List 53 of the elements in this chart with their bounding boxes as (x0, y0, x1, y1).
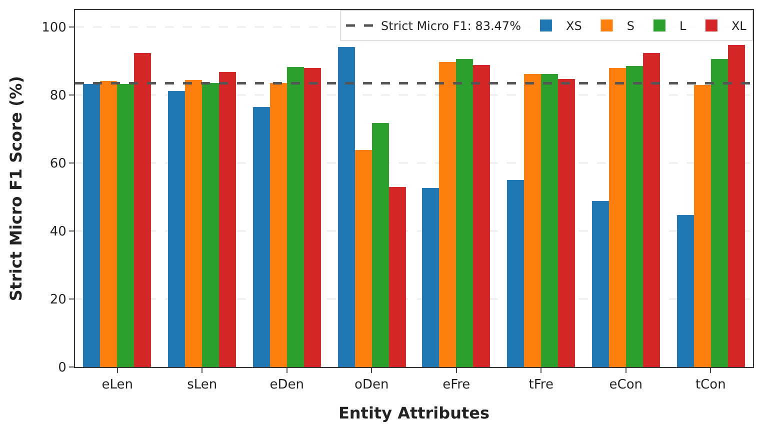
bar (507, 180, 524, 367)
bar (185, 80, 202, 367)
bar (677, 215, 694, 367)
legend-label: S (626, 19, 634, 34)
x-tick-label: eFre (442, 378, 470, 393)
bar (304, 68, 321, 367)
legend-label: L (679, 19, 686, 34)
bar (202, 83, 219, 367)
bar (134, 53, 151, 367)
bar (117, 84, 134, 367)
y-tick-label: 100 (42, 20, 66, 36)
y-tick-label: 0 (58, 360, 66, 376)
bar (711, 59, 728, 367)
legend-label: XL (731, 19, 747, 34)
bar (287, 67, 304, 367)
x-tick-label: oDen (354, 378, 389, 393)
bar (168, 91, 185, 367)
bar (270, 83, 287, 367)
bar (253, 107, 270, 367)
bar (355, 150, 372, 367)
y-tick-label: 40 (50, 224, 66, 240)
legend-label: Strict Micro F1: 83.47% (381, 19, 521, 34)
bar (609, 68, 626, 367)
x-tick-label: eCon (609, 378, 643, 393)
bar (422, 188, 439, 367)
x-tick-label: sLen (187, 378, 218, 393)
bar (219, 72, 236, 367)
x-tick-label: eLen (102, 378, 134, 393)
y-tick-label: 20 (50, 292, 66, 308)
bar (100, 81, 117, 367)
x-tick-label: tCon (695, 378, 726, 393)
bar (643, 53, 660, 367)
bar (83, 84, 100, 367)
bar (694, 85, 711, 367)
bar (389, 187, 406, 367)
y-tick-label: 60 (50, 156, 66, 172)
legend-label: XS (566, 19, 582, 34)
bar (558, 79, 575, 367)
x-tick-label: tFre (528, 378, 554, 393)
x-axis-title: Entity Attributes (338, 403, 490, 422)
bar (524, 74, 541, 367)
bar (626, 66, 643, 367)
y-tick-label: 80 (50, 88, 66, 104)
bar (541, 74, 558, 367)
bar (473, 65, 490, 367)
y-axis-title: Strict Micro F1 Score (%) (6, 76, 26, 302)
bar (728, 45, 745, 367)
x-tick-label: eDen (270, 378, 304, 393)
bar (456, 59, 473, 367)
bar (439, 62, 456, 367)
bar (338, 47, 355, 367)
bar (372, 123, 389, 367)
bar (592, 201, 609, 367)
